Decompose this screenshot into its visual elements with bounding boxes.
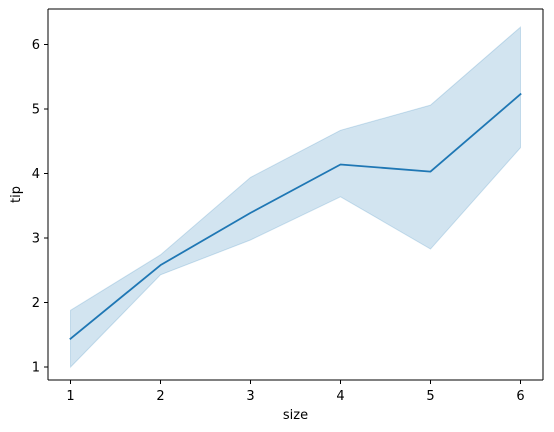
- x-tick-label: 2: [156, 389, 164, 404]
- y-tick-label: 6: [32, 38, 40, 53]
- confidence-band: [70, 25, 521, 369]
- y-tick-label: 4: [32, 167, 40, 182]
- x-tick-label: 4: [336, 389, 344, 404]
- x-tick-label: 3: [246, 389, 254, 404]
- y-tick-label: 1: [32, 361, 40, 376]
- series-line-layer: [69, 92, 522, 340]
- tick-layer: 1 2 3 4 5 6 1 2 3 4 5 6: [32, 38, 525, 404]
- confidence-band-layer: [70, 25, 521, 369]
- x-axis-label: size: [283, 408, 308, 423]
- x-tick-label: 6: [516, 389, 524, 404]
- y-tick-label: 2: [32, 296, 40, 311]
- x-tick-label: 1: [66, 389, 74, 404]
- y-tick-label: 5: [32, 103, 40, 118]
- y-tick-label: 3: [32, 232, 40, 247]
- y-axis-label: tip: [9, 186, 24, 203]
- axes-layer: [47, 8, 544, 381]
- series-line: [69, 92, 522, 340]
- x-tick-label: 5: [426, 389, 434, 404]
